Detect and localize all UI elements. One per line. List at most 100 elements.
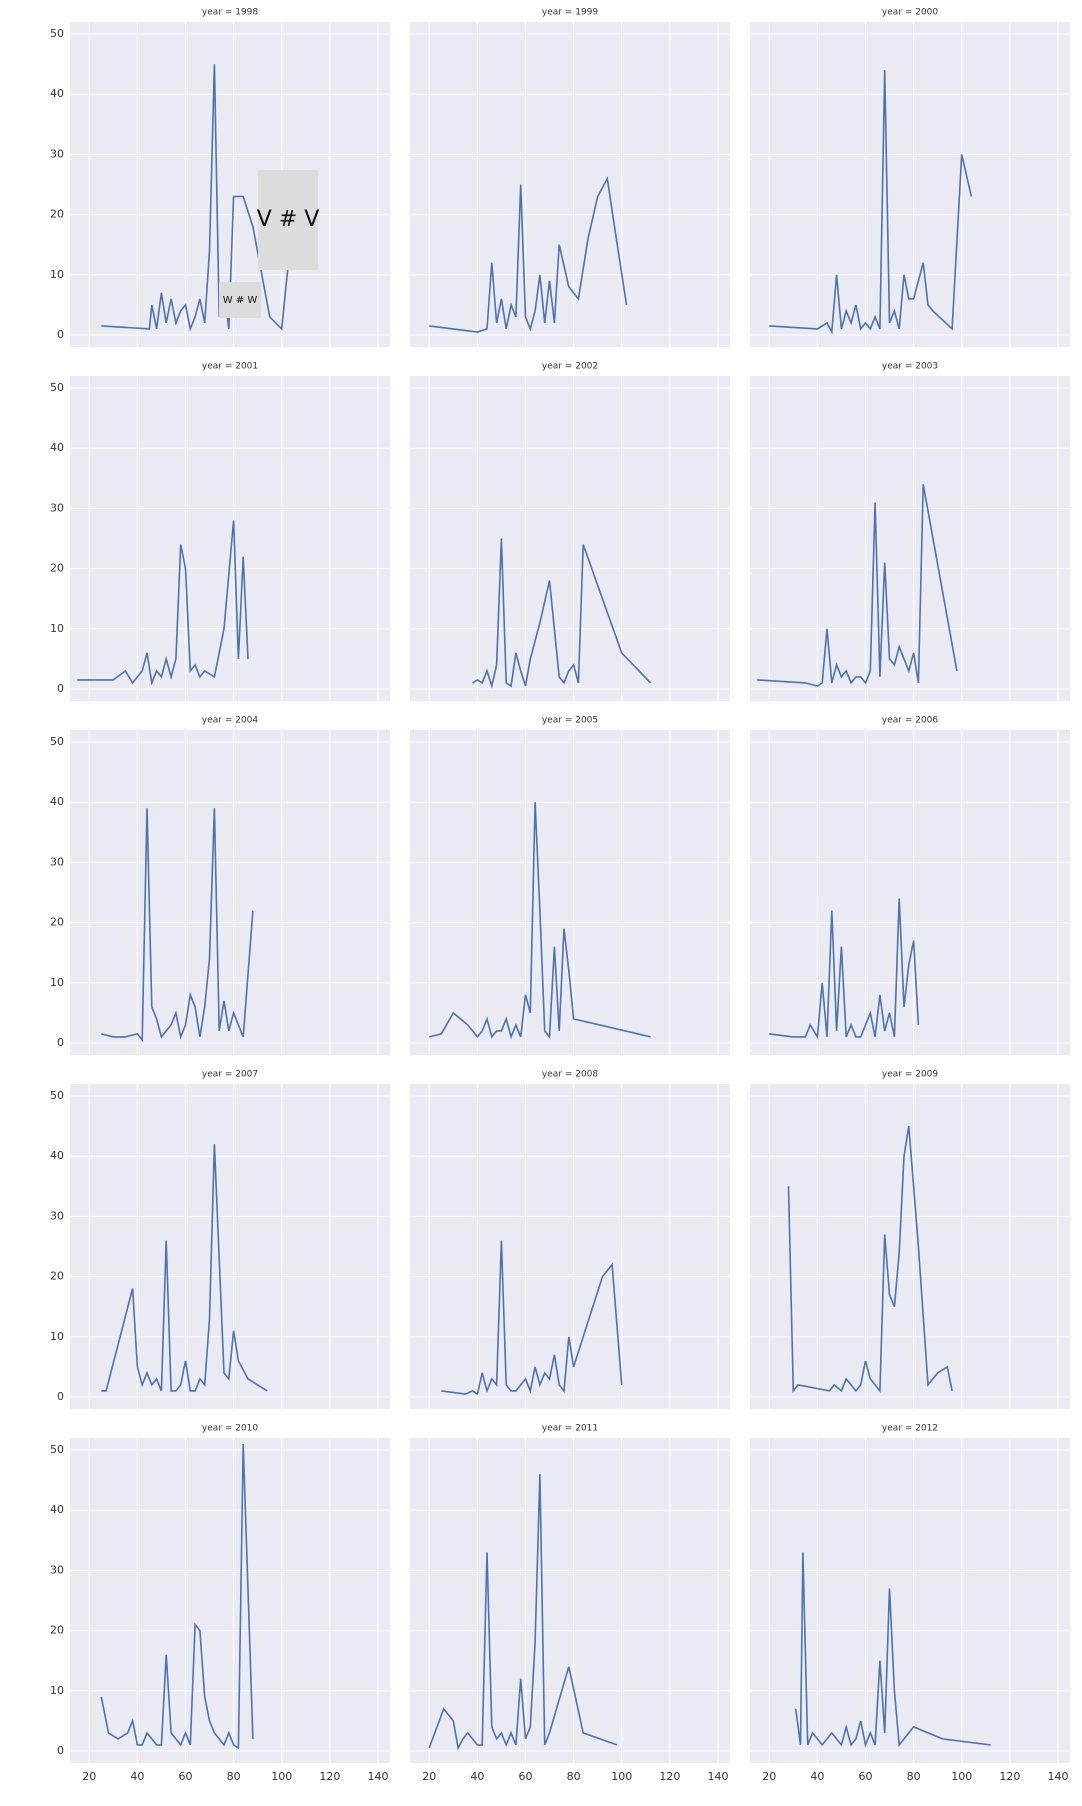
annotation-box (258, 170, 318, 270)
x-tick-label: 80 (567, 1770, 581, 1783)
annotation-text: W # W (223, 295, 258, 306)
y-tick-label: 10 (50, 268, 64, 281)
panel-title: year = 2012 (882, 1424, 938, 1434)
annotation: W # W (219, 282, 261, 318)
y-tick-label: 20 (50, 916, 64, 929)
panel-title: year = 2000 (882, 8, 939, 18)
y-tick-label: 20 (50, 1270, 64, 1283)
panel-title: year = 2003 (882, 362, 938, 372)
y-tick-label: 50 (50, 27, 64, 40)
plot-background (410, 730, 730, 1055)
plot-background (750, 1438, 1070, 1763)
y-tick-label: 50 (50, 1443, 64, 1456)
x-tick-label: 60 (178, 1770, 192, 1783)
y-tick-label: 40 (50, 1149, 64, 1162)
data-line (472, 538, 652, 690)
data-line (769, 70, 973, 335)
plot-background (750, 376, 1070, 701)
y-tick-label: 10 (50, 1330, 64, 1343)
x-tick-label: 20 (422, 1770, 436, 1783)
data-line (769, 898, 920, 1040)
y-tick-label: 0 (57, 328, 64, 341)
plot-background (750, 730, 1070, 1055)
x-tick-label: 120 (999, 1770, 1020, 1783)
x-tick-label: 100 (611, 1770, 632, 1783)
panel-title: year = 2004 (202, 716, 259, 726)
panel-title: year = 2001 (202, 362, 258, 372)
y-tick-label: 10 (50, 622, 64, 635)
plot-background (70, 1438, 390, 1763)
y-tick-label: 10 (50, 1684, 64, 1697)
y-tick-label: 30 (50, 1563, 64, 1576)
y-tick-label: 50 (50, 1089, 64, 1102)
panel-title: year = 2009 (882, 1070, 939, 1080)
panel-title: year = 1998 (202, 8, 259, 18)
plot-background (410, 376, 730, 701)
x-tick-label: 100 (951, 1770, 972, 1783)
data-line (101, 1144, 268, 1392)
y-tick-label: 30 (50, 501, 64, 514)
panel-title: year = 2002 (542, 362, 598, 372)
panel-title: year = 2011 (542, 1424, 598, 1434)
y-tick-label: 0 (57, 1744, 64, 1757)
data-line (428, 1474, 618, 1751)
y-tick-label: 0 (57, 1390, 64, 1403)
x-tick-label: 20 (762, 1770, 776, 1783)
x-tick-label: 120 (659, 1770, 680, 1783)
y-tick-label: 20 (50, 208, 64, 221)
y-tick-label: 10 (50, 976, 64, 989)
plot-background (750, 22, 1070, 347)
x-tick-label: 60 (858, 1770, 872, 1783)
x-tick-label: 100 (271, 1770, 292, 1783)
y-tick-label: 50 (50, 381, 64, 394)
x-tick-label: 120 (319, 1770, 340, 1783)
annotation-text: V # V (257, 207, 320, 232)
data-line (101, 808, 254, 1043)
data-line (757, 484, 958, 687)
x-tick-label: 20 (82, 1770, 96, 1783)
data-line (77, 520, 249, 686)
y-tick-label: 50 (50, 735, 64, 748)
y-tick-label: 30 (50, 855, 64, 868)
data-line (100, 1443, 254, 1750)
plot-background (70, 1084, 390, 1409)
y-tick-label: 0 (57, 1036, 64, 1049)
y-tick-label: 30 (50, 1209, 64, 1222)
x-tick-label: 60 (518, 1770, 532, 1783)
panel-title: year = 2008 (542, 1070, 599, 1080)
x-tick-label: 40 (470, 1770, 484, 1783)
y-tick-label: 0 (57, 682, 64, 695)
data-line (101, 64, 307, 332)
panel-title: year = 2006 (882, 716, 939, 726)
plot-background (410, 22, 730, 347)
x-tick-label: 140 (707, 1770, 728, 1783)
plot-background (410, 1438, 730, 1763)
x-tick-label: 80 (227, 1770, 241, 1783)
panel-title: year = 1999 (542, 8, 599, 18)
x-tick-label: 80 (907, 1770, 921, 1783)
y-tick-label: 40 (50, 795, 64, 808)
x-tick-label: 140 (1047, 1770, 1068, 1783)
y-tick-label: 40 (50, 87, 64, 100)
x-tick-label: 140 (367, 1770, 388, 1783)
plot-background (70, 730, 390, 1055)
data-line (441, 1240, 623, 1396)
annotation-box (219, 282, 261, 318)
y-tick-label: 30 (50, 147, 64, 160)
y-tick-label: 40 (50, 1503, 64, 1516)
data-line (429, 175, 628, 333)
data-line (787, 1125, 953, 1394)
y-tick-label: 20 (50, 1624, 64, 1637)
data-line (794, 1552, 991, 1748)
x-tick-label: 40 (130, 1770, 144, 1783)
plot-background (410, 1084, 730, 1409)
plot-background (70, 376, 390, 701)
panel-title: year = 2005 (542, 716, 598, 726)
y-tick-label: 20 (50, 562, 64, 575)
x-tick-label: 40 (810, 1770, 824, 1783)
panel-title: year = 2007 (202, 1070, 258, 1080)
annotation: V # V (257, 170, 320, 270)
data-line (429, 802, 651, 1040)
panel-title: year = 2010 (202, 1424, 259, 1434)
